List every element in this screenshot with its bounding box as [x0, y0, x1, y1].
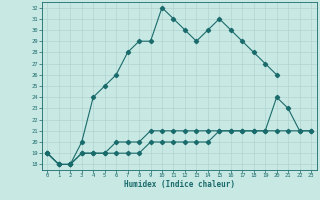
X-axis label: Humidex (Indice chaleur): Humidex (Indice chaleur)	[124, 180, 235, 189]
